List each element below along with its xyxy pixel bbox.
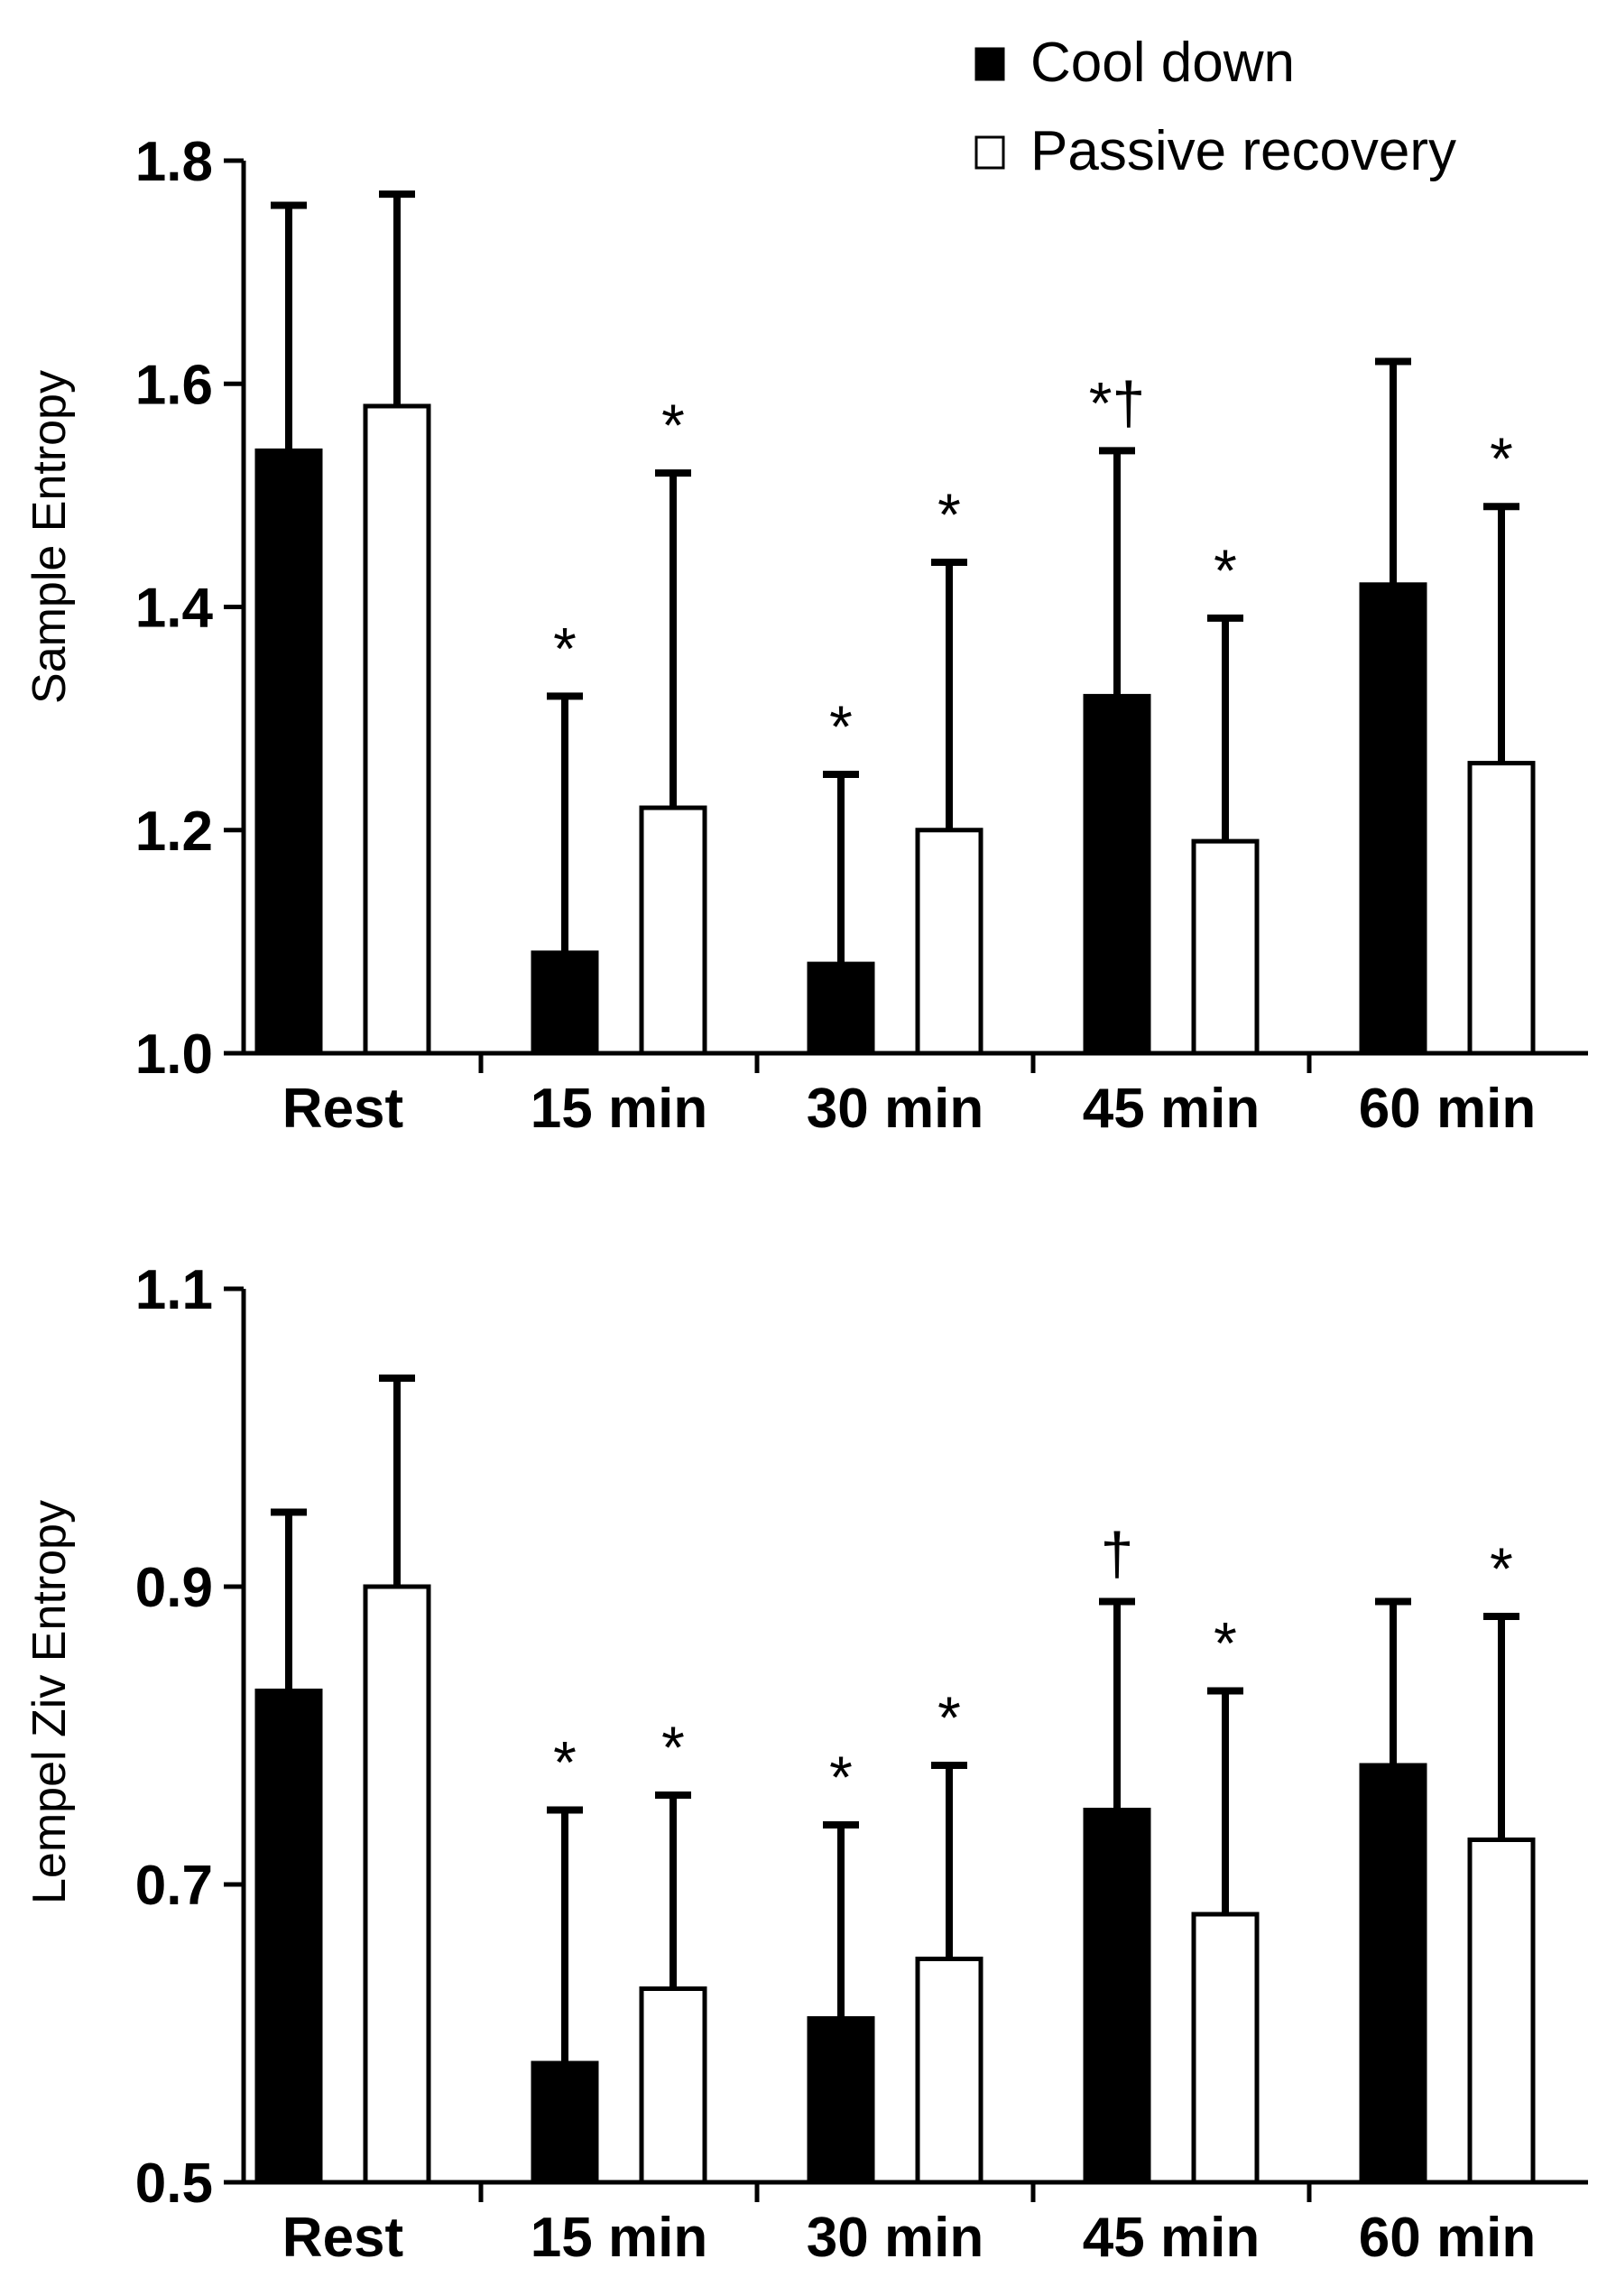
- sample-entropy-bar-passive-recovery: [639, 805, 707, 1056]
- lempel-ziv-entropy-y-tick-label: 0.7: [135, 1855, 213, 1917]
- sample-entropy-bar-cool-down: [531, 950, 599, 1056]
- sample-entropy-category-label: 30 min: [807, 1078, 983, 1140]
- sample-entropy-bar-cool-down: [807, 961, 875, 1056]
- sample-entropy-bar-passive-recovery: [1467, 761, 1536, 1056]
- sample-entropy-bar-passive-recovery: [363, 403, 431, 1056]
- sample-entropy-y-tick-label: 1.4: [135, 578, 214, 640]
- sample-entropy-bar-passive-recovery: [915, 828, 983, 1056]
- sample-entropy-significance-marker: *: [937, 481, 961, 548]
- lempel-ziv-entropy-category-label: 30 min: [807, 2207, 983, 2269]
- sample-entropy-bar-cool-down: [1359, 582, 1427, 1056]
- legend: Cool down Passive recovery: [974, 32, 1456, 182]
- lempel-ziv-entropy-significance-marker: *: [1214, 1610, 1237, 1677]
- legend-label-cool-down: Cool down: [1030, 32, 1295, 94]
- lempel-ziv-entropy-significance-marker: *: [1490, 1535, 1513, 1602]
- sample-entropy-y-tick-label: 1.6: [135, 354, 213, 416]
- sample-entropy-y-axis-title: Sample Entropy: [23, 370, 76, 704]
- sample-entropy-y-tick-label: 1.2: [135, 801, 213, 863]
- lempel-ziv-entropy-category-label: 45 min: [1083, 2207, 1260, 2269]
- lempel-ziv-entropy-category-label: 60 min: [1359, 2207, 1536, 2269]
- lempel-ziv-entropy-bar-passive-recovery: [1191, 1912, 1260, 2185]
- lempel-ziv-entropy-y-tick-label: 0.9: [135, 1557, 213, 1619]
- lempel-ziv-entropy-bar-passive-recovery: [363, 1584, 431, 2185]
- sample-entropy-plot-area: 1.0 1.2 1.4 1.6 1.8 Rest 15 min * * 30 min * * 45 mi…: [135, 131, 1588, 1140]
- sample-entropy-y-tick-label: 1.8: [135, 131, 213, 193]
- lempel-ziv-entropy-significance-marker: *: [661, 1714, 685, 1781]
- lempel-ziv-entropy-bar-cool-down: [531, 2060, 599, 2185]
- lempel-ziv-entropy-y-tick-label: 1.1: [135, 1259, 213, 1321]
- lempel-ziv-entropy-y-axis-title: Lempel Ziv Entropy: [23, 1500, 76, 1904]
- lempel-ziv-entropy-category-label: Rest: [282, 2207, 403, 2269]
- sample-entropy-category-label: 15 min: [531, 1078, 707, 1140]
- sample-entropy-bar-cool-down: [254, 448, 323, 1056]
- lempel-ziv-entropy-significance-marker: *: [829, 1744, 853, 1810]
- legend-swatch-cool-down: [974, 47, 1005, 81]
- sample-entropy-significance-marker: *: [1490, 425, 1513, 492]
- sample-entropy-category-label: Rest: [282, 1078, 403, 1140]
- lempel-ziv-entropy-y-tick-label: 0.5: [135, 2152, 213, 2215]
- sample-entropy-chart: 1.0 1.2 1.4 1.6 1.8 Rest 15 min * * 30 min * * 45 mi…: [23, 131, 1588, 1140]
- sample-entropy-significance-marker: *: [553, 615, 577, 681]
- lempel-ziv-entropy-category-label: 15 min: [531, 2207, 707, 2269]
- sample-entropy-significance-marker: *†: [1089, 369, 1145, 436]
- lempel-ziv-entropy-significance-marker: *: [553, 1729, 577, 1796]
- sample-entropy-bar-cool-down: [1083, 693, 1151, 1056]
- lempel-ziv-entropy-chart: 0.5 0.7 0.9 1.1 Rest 15 min * * 30 min * * 45 min † *…: [23, 1259, 1588, 2269]
- lempel-ziv-entropy-significance-marker: †: [1101, 1521, 1134, 1588]
- sample-entropy-category-label: 45 min: [1083, 1078, 1260, 1140]
- sample-entropy-bar-passive-recovery: [1191, 838, 1260, 1056]
- lempel-ziv-entropy-bar-passive-recovery: [915, 1957, 983, 2185]
- lempel-ziv-entropy-bar-passive-recovery: [639, 1986, 707, 2185]
- lempel-ziv-entropy-bar-cool-down: [807, 2016, 875, 2185]
- lempel-ziv-entropy-plot-area: 0.5 0.7 0.9 1.1 Rest 15 min * * 30 min * * 45 min † *…: [135, 1259, 1588, 2269]
- sample-entropy-significance-marker: *: [829, 693, 853, 760]
- lempel-ziv-entropy-bar-cool-down: [254, 1689, 323, 2185]
- sample-entropy-y-tick-label: 1.0: [135, 1023, 213, 1086]
- legend-label-passive-recovery: Passive recovery: [1030, 120, 1456, 182]
- sample-entropy-category-label: 60 min: [1359, 1078, 1536, 1140]
- sample-entropy-significance-marker: *: [661, 392, 685, 458]
- lempel-ziv-entropy-bar-cool-down: [1359, 1763, 1427, 2185]
- lempel-ziv-entropy-bar-cool-down: [1083, 1808, 1151, 2185]
- sample-entropy-significance-marker: *: [1214, 537, 1237, 604]
- lempel-ziv-entropy-bar-passive-recovery: [1467, 1838, 1536, 2185]
- lempel-ziv-entropy-significance-marker: *: [937, 1684, 961, 1751]
- legend-swatch-passive-recovery: [974, 135, 1005, 170]
